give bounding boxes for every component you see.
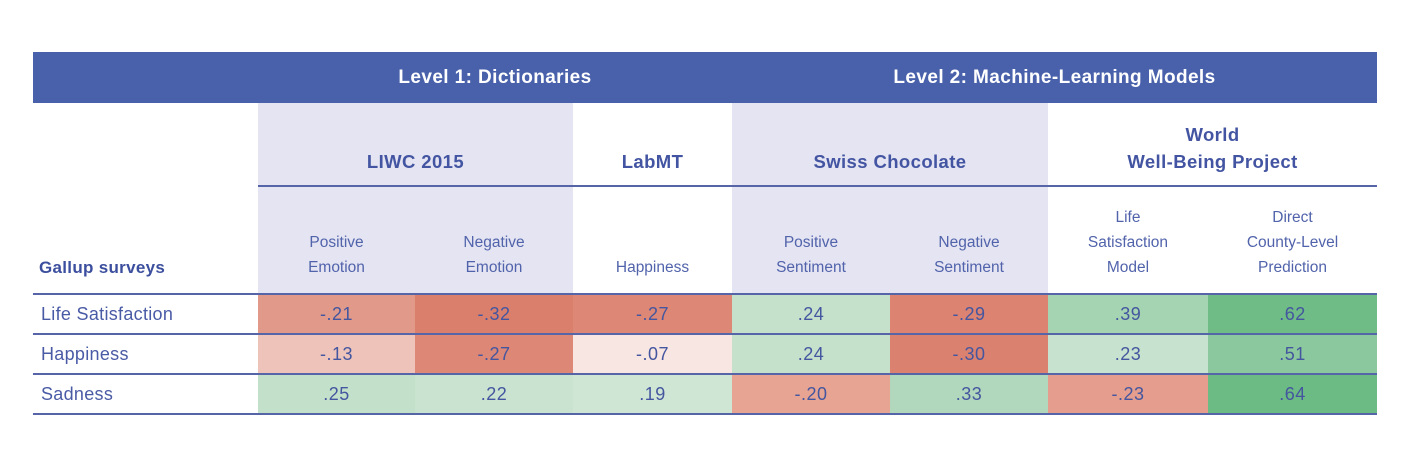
method-world-well-being-project: World Well-Being Project [1127,124,1298,172]
table-row-happiness: Happiness -.13 -.27 -.07 .24 -.30 .23 .5… [33,333,1377,373]
col-header-happiness: Happiness [615,259,690,276]
col-header-positive-sentiment: Positive Sentiment [732,187,890,293]
correlation-cell: .64 [1208,375,1377,413]
method-liwc-2015: LIWC 2015 [258,103,573,185]
correlation-cell: .24 [732,335,890,373]
correlation-cell: .22 [415,375,573,413]
row-label: Happiness [33,335,258,373]
correlation-table: Level 1: Dictionaries Level 2: Machine-L… [33,52,1377,415]
correlation-cell: -.13 [258,335,415,373]
method-swiss-chocolate: Swiss Chocolate [732,103,1048,185]
table-row-life-satisfaction: Life Satisfaction -.21 -.32 -.27 .24 -.2… [33,293,1377,333]
table-row-sadness: Sadness .25 .22 .19 -.20 .33 -.23 .64 [33,373,1377,415]
method-labmt: LabMT [621,151,684,172]
correlation-cell: -.32 [415,295,573,333]
row-label: Sadness [33,375,258,413]
row-label: Life Satisfaction [33,295,258,333]
column-header-row: Gallup surveys Positive Emotion Negative… [33,187,1377,293]
correlation-cell: -.20 [732,375,890,413]
level2-header: Level 2: Machine-Learning Models [893,66,1216,88]
col-header-direct-county-level-prediction: Direct County-Level Prediction [1246,209,1339,276]
correlation-cell: .23 [1048,335,1208,373]
correlation-cell: -.07 [573,335,732,373]
col-header-life-satisfaction-model: Life Satisfaction Model [1087,209,1169,276]
correlation-cell: .24 [732,295,890,333]
correlation-cell: -.23 [1048,375,1208,413]
row-group-header: Gallup surveys [39,258,166,277]
correlation-cell: .33 [890,375,1048,413]
level1-header: Level 1: Dictionaries [398,66,592,88]
correlation-cell: -.27 [415,335,573,373]
correlation-cell: .25 [258,375,415,413]
level-banner: Level 1: Dictionaries Level 2: Machine-L… [33,52,1377,103]
correlation-cell: -.27 [573,295,732,333]
correlation-cell: -.29 [890,295,1048,333]
correlation-cell: .51 [1208,335,1377,373]
correlation-cell: .39 [1048,295,1208,333]
col-header-negative-sentiment: Negative Sentiment [890,187,1048,293]
col-header-positive-emotion: Positive Emotion [258,187,415,293]
correlation-cell: -.30 [890,335,1048,373]
col-header-negative-emotion: Negative Emotion [415,187,573,293]
correlation-cell: .19 [573,375,732,413]
method-group-row: LIWC 2015 LabMT Swiss Chocolate World We… [33,103,1377,185]
header-underline [258,185,1377,187]
header-underline-row [33,185,1377,187]
correlation-cell: -.21 [258,295,415,333]
method-spacer [33,103,258,185]
correlation-cell: .62 [1208,295,1377,333]
